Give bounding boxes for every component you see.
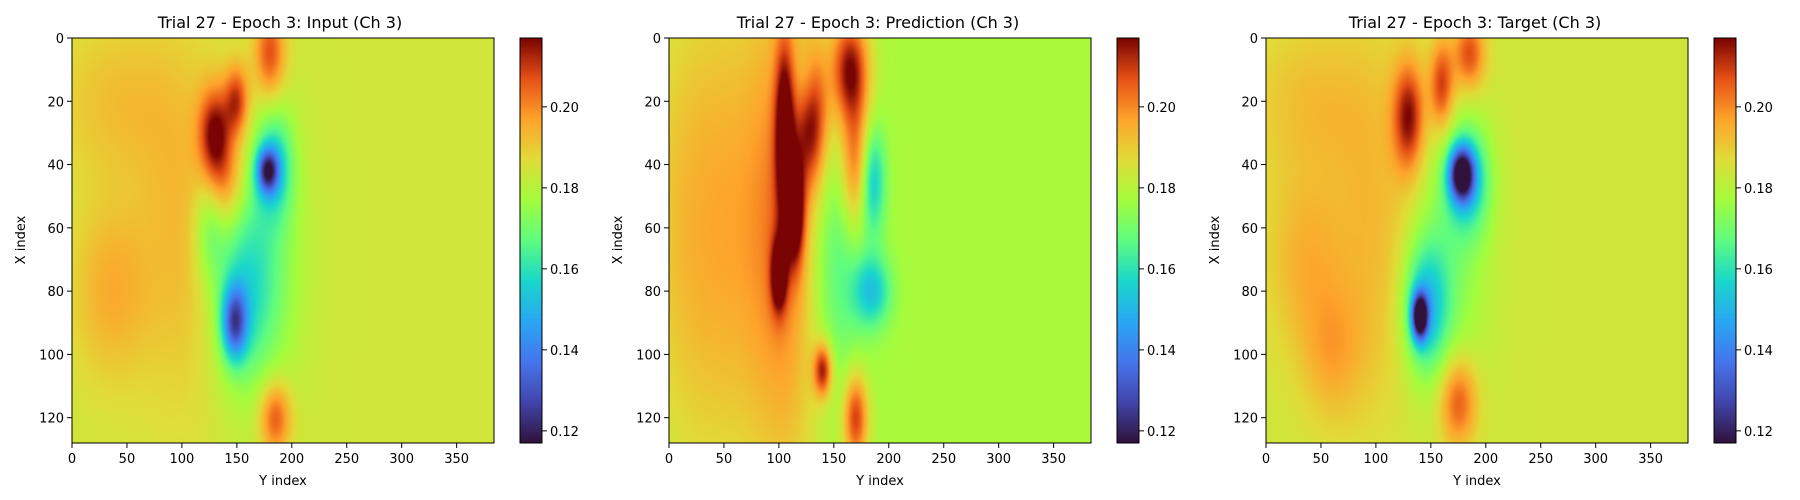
y-axis-ticks: 0 20 40 60 80 100 120 xyxy=(39,32,72,427)
y-tick-label: 120 xyxy=(39,412,64,427)
x-tick-label: 350 xyxy=(444,452,469,467)
chart-title: Trial 27 - Epoch 3: Prediction (Ch 3) xyxy=(736,13,1019,32)
y-tick-label: 80 xyxy=(47,285,64,300)
y-tick-label: 120 xyxy=(1233,412,1258,427)
colorbar-tick-label: 0.18 xyxy=(550,182,579,197)
x-tick-label: 0 xyxy=(68,452,76,467)
y-tick-label: 0 xyxy=(1250,32,1258,47)
x-tick-label: 0 xyxy=(665,452,673,467)
x-tick-label: 200 xyxy=(1473,452,1498,467)
panel-prediction: Trial 27 - Epoch 3: Prediction (Ch 3) 0 5… xyxy=(611,13,1176,489)
x-axis-ticks: 0 50 100 150 200 250 300 350 xyxy=(665,443,1066,467)
y-tick-label: 100 xyxy=(636,348,661,363)
y-tick-label: 20 xyxy=(1241,95,1258,110)
x-tick-label: 50 xyxy=(1313,452,1330,467)
y-tick-label: 60 xyxy=(644,222,661,237)
heatmap-image xyxy=(1266,38,1688,443)
y-tick-label: 40 xyxy=(1241,159,1258,174)
x-tick-label: 300 xyxy=(1583,452,1608,467)
colorbar-tick-label: 0.12 xyxy=(1744,425,1773,440)
x-tick-label: 100 xyxy=(169,452,194,467)
y-tick-label: 20 xyxy=(644,95,661,110)
x-tick-label: 150 xyxy=(821,452,846,467)
x-axis-ticks: 0 50 100 150 200 250 300 350 xyxy=(1262,443,1663,467)
x-axis-label: Y index xyxy=(258,474,307,489)
x-tick-label: 200 xyxy=(876,452,901,467)
colorbar-tick-label: 0.14 xyxy=(1744,344,1773,359)
y-tick-label: 40 xyxy=(47,159,64,174)
colorbar-gradient xyxy=(1117,38,1139,443)
colorbar-tick-label: 0.12 xyxy=(550,425,579,440)
colorbar-tick-label: 0.20 xyxy=(550,101,579,116)
x-tick-label: 200 xyxy=(279,452,304,467)
colorbar-frame xyxy=(1116,37,1140,444)
x-tick-label: 300 xyxy=(389,452,414,467)
colorbar-ticks: 0.12 0.14 0.16 0.18 0.20 xyxy=(542,101,579,440)
colorbar-frame xyxy=(519,37,543,444)
plot-frame xyxy=(71,37,495,444)
colorbar-gradient xyxy=(520,38,542,443)
x-tick-label: 350 xyxy=(1041,452,1066,467)
y-tick-label: 60 xyxy=(47,222,64,237)
x-tick-label: 250 xyxy=(931,452,956,467)
y-axis-label: X index xyxy=(14,215,29,264)
heatmap-image xyxy=(669,38,1091,443)
colorbar-tick-label: 0.20 xyxy=(1147,101,1176,116)
y-tick-label: 0 xyxy=(653,32,661,47)
plot-frame xyxy=(1265,37,1689,444)
y-tick-label: 40 xyxy=(644,159,661,174)
heatmap-image xyxy=(72,38,494,443)
y-axis-ticks: 0 20 40 60 80 100 120 xyxy=(1233,32,1266,427)
x-tick-label: 150 xyxy=(224,452,249,467)
chart-title: Trial 27 - Epoch 3: Target (Ch 3) xyxy=(1348,13,1601,32)
colorbar-ticks: 0.12 0.14 0.16 0.18 0.20 xyxy=(1139,101,1176,440)
colorbar-tick-label: 0.14 xyxy=(550,344,579,359)
x-axis-label: Y index xyxy=(855,474,904,489)
x-tick-label: 100 xyxy=(766,452,791,467)
colorbar-tick-label: 0.12 xyxy=(1147,425,1176,440)
y-tick-label: 0 xyxy=(56,32,64,47)
y-axis-label: X index xyxy=(1208,215,1223,264)
colorbar-tick-label: 0.16 xyxy=(550,263,579,278)
y-axis-label: X index xyxy=(611,215,626,264)
colorbar-tick-label: 0.20 xyxy=(1744,101,1773,116)
y-tick-label: 100 xyxy=(1233,348,1258,363)
y-tick-label: 80 xyxy=(1241,285,1258,300)
x-axis-ticks: 0 50 100 150 200 250 300 350 xyxy=(68,443,469,467)
x-tick-label: 350 xyxy=(1638,452,1663,467)
x-tick-label: 100 xyxy=(1363,452,1388,467)
x-tick-label: 300 xyxy=(986,452,1011,467)
chart-title: Trial 27 - Epoch 3: Input (Ch 3) xyxy=(157,13,402,32)
colorbar-tick-label: 0.18 xyxy=(1147,182,1176,197)
x-tick-label: 150 xyxy=(1418,452,1443,467)
y-axis-ticks: 0 20 40 60 80 100 120 xyxy=(636,32,669,427)
colorbar-ticks: 0.12 0.14 0.16 0.18 0.20 xyxy=(1736,101,1773,440)
y-tick-label: 80 xyxy=(644,285,661,300)
panel-input: Trial 27 - Epoch 3: Input (Ch 3) 0 50 100 1… xyxy=(14,13,579,489)
y-tick-label: 20 xyxy=(47,95,64,110)
colorbar-tick-label: 0.14 xyxy=(1147,344,1176,359)
x-tick-label: 50 xyxy=(119,452,136,467)
colorbar-tick-label: 0.16 xyxy=(1744,263,1773,278)
colorbar-frame xyxy=(1713,37,1737,444)
colorbar-gradient xyxy=(1714,38,1736,443)
x-tick-label: 250 xyxy=(334,452,359,467)
x-tick-label: 0 xyxy=(1262,452,1270,467)
colorbar-tick-label: 0.16 xyxy=(1147,263,1176,278)
colorbar-tick-label: 0.18 xyxy=(1744,182,1773,197)
panel-target: Trial 27 - Epoch 3: Target (Ch 3) 0 50 100… xyxy=(1208,13,1773,489)
y-tick-label: 60 xyxy=(1241,222,1258,237)
x-tick-label: 50 xyxy=(716,452,733,467)
x-tick-label: 250 xyxy=(1528,452,1553,467)
x-axis-label: Y index xyxy=(1452,474,1501,489)
y-tick-label: 120 xyxy=(636,412,661,427)
y-tick-label: 100 xyxy=(39,348,64,363)
plot-frame xyxy=(668,37,1092,444)
